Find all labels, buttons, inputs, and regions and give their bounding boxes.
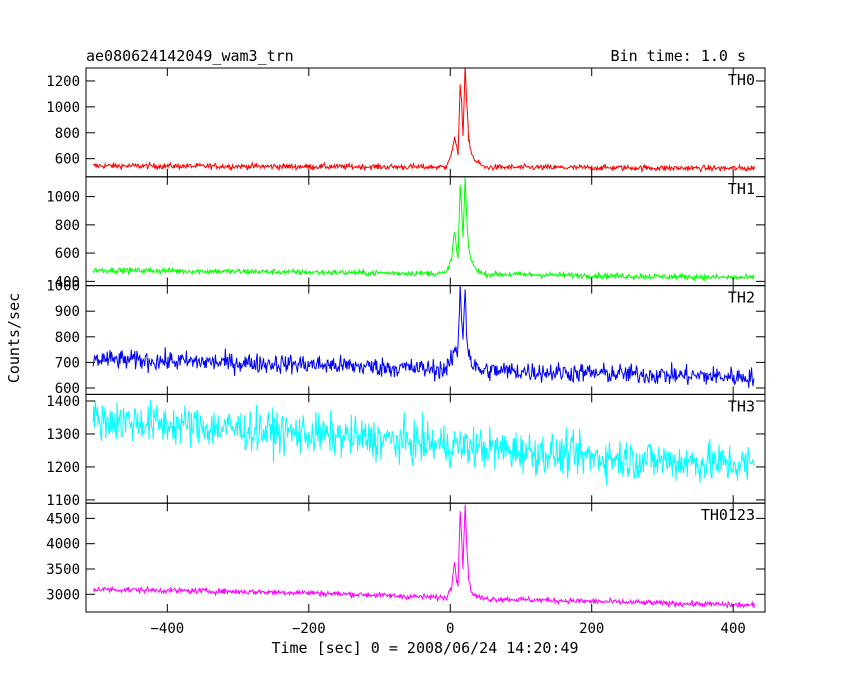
y-tick-label: 1000 <box>46 190 80 206</box>
y-tick-label: 4000 <box>46 537 80 553</box>
y-tick-label: 1000 <box>46 100 80 116</box>
y-tick-label: 1400 <box>46 394 80 410</box>
y-tick-label: 400 <box>55 274 80 290</box>
panel-label-th0: TH0 <box>728 71 755 89</box>
y-tick-label: 800 <box>55 330 80 346</box>
series-line-th3 <box>92 400 755 486</box>
panel-label-th1: TH1 <box>728 180 755 198</box>
y-tick-label: 700 <box>55 355 80 371</box>
y-tick-label: 900 <box>55 304 80 320</box>
panel-label-th3: TH3 <box>728 397 755 415</box>
y-tick-label: 1200 <box>46 460 80 476</box>
x-tick-label: −400 <box>150 621 184 637</box>
y-tick-label: 600 <box>55 152 80 168</box>
y-tick-label: 4500 <box>46 511 80 527</box>
panel-label-th2: TH2 <box>728 289 755 307</box>
y-tick-label: 1200 <box>46 74 80 90</box>
x-tick-label: 200 <box>579 621 604 637</box>
y-tick-label: 600 <box>55 246 80 262</box>
series-line-th2 <box>92 285 755 388</box>
panel-frame-th0123 <box>85 502 766 613</box>
chart-title: ae080624142049_wam3_trn <box>86 47 294 65</box>
y-tick-label: 800 <box>55 218 80 234</box>
y-tick-label: 1000 <box>46 279 80 295</box>
y-tick-label: 3500 <box>46 562 80 578</box>
series-line-th0123 <box>92 504 755 609</box>
y-tick-label: 3000 <box>46 587 80 603</box>
y-tick-label: 800 <box>55 126 80 142</box>
x-tick-label: −200 <box>292 621 326 637</box>
y-tick-label: 600 <box>55 381 80 397</box>
series-line-th1 <box>92 176 755 283</box>
series-line-th0 <box>92 68 755 174</box>
x-axis-label: Time [sec] 0 = 2008/06/24 14:20:49 <box>271 639 578 657</box>
panel-label-th0123: TH0123 <box>701 506 755 524</box>
y-axis-label: Counts/sec <box>5 293 23 383</box>
y-tick-label: 1100 <box>46 493 80 509</box>
x-tick-label: 400 <box>721 621 746 637</box>
y-tick-label: 1300 <box>46 427 80 443</box>
panels-group: 600 800 1000 1200 TH0 400 600 800 1000 TH1 600 700 8… <box>46 67 766 637</box>
x-tick-label: 0 <box>446 621 454 637</box>
bin-time-label: Bin time: 1.0 s <box>611 47 746 65</box>
